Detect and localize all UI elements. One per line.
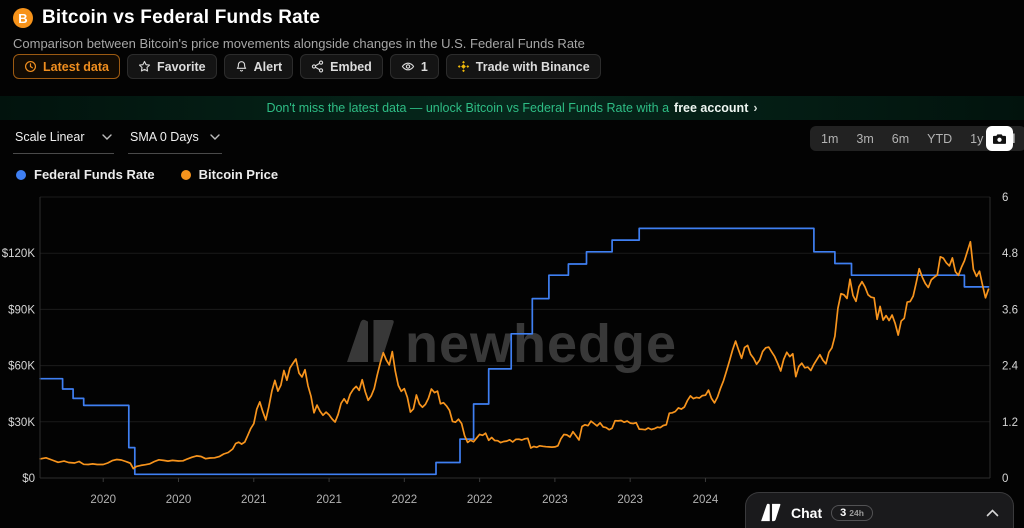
series-bitcoin-price — [39, 240, 990, 470]
x-axis-label: 2023 — [617, 494, 643, 506]
alert-button[interactable]: Alert — [223, 54, 294, 79]
y-axis-label-right: 4.8 — [1002, 248, 1018, 260]
sma-select-label: SMA 0 Days — [130, 130, 199, 144]
latest-data-label: Latest data — [43, 59, 109, 74]
embed-button[interactable]: Embed — [300, 54, 383, 79]
page-header: B Bitcoin vs Federal Funds Rate — [13, 7, 320, 29]
x-axis-label: 2022 — [392, 494, 418, 506]
camera-icon — [993, 134, 1006, 144]
chevron-up-icon[interactable] — [986, 508, 999, 517]
y-axis-label-left: $0 — [22, 473, 35, 485]
trade-label: Trade with Binance — [475, 59, 590, 74]
chevron-right-icon: › — [753, 101, 758, 115]
legend-label: Federal Funds Rate — [34, 167, 155, 182]
latest-data-button[interactable]: Latest data — [13, 54, 120, 79]
chart-axes: $120K $90K $60K $30K $0 6 4.8 3.6 2.4 1.2 0 2020 202… — [2, 192, 1019, 506]
signup-banner[interactable]: Don't miss the latest data — unlock Bitc… — [0, 96, 1024, 120]
star-icon — [138, 60, 151, 72]
legend-item[interactable]: Bitcoin Price — [180, 167, 279, 182]
x-axis-label: 2020 — [166, 494, 192, 506]
legend-item[interactable]: Federal Funds Rate — [16, 167, 155, 182]
scale-select[interactable]: Scale Linear — [13, 128, 114, 154]
y-axis-label-right: 2.4 — [1002, 361, 1019, 373]
bell-icon — [236, 61, 246, 72]
views-count: 1 — [420, 59, 428, 74]
bitcoin-icon: B — [13, 8, 33, 28]
alert-label: Alert — [253, 59, 283, 74]
chart-series — [39, 227, 990, 476]
history-clock-icon — [24, 60, 37, 73]
chevron-down-icon — [102, 134, 112, 140]
y-axis-label-left: $120K — [2, 248, 36, 260]
chart-legend: Federal Funds Rate Bitcoin Price — [16, 167, 278, 182]
legend-dot — [16, 169, 26, 180]
newhedge-logo-icon — [761, 503, 781, 522]
favorite-label: Favorite — [157, 59, 206, 74]
scale-select-label: Scale Linear — [15, 130, 85, 144]
x-axis-label: 2022 — [467, 494, 493, 506]
y-axis-label-left: $60K — [8, 361, 35, 373]
sma-select[interactable]: SMA 0 Days — [128, 128, 222, 154]
y-axis-label-right: 1.2 — [1002, 417, 1018, 429]
x-axis-label: 2023 — [542, 494, 568, 506]
eye-icon — [401, 62, 415, 71]
y-axis-label-right: 0 — [1002, 473, 1008, 485]
range-button-1m[interactable]: 1m — [812, 128, 847, 150]
trade-with-binance-button[interactable]: Trade with Binance — [445, 54, 601, 79]
embed-label: Embed — [330, 59, 372, 74]
chat-label: Chat — [791, 504, 823, 521]
page-subtitle: Comparison between Bitcoin's price movem… — [13, 36, 585, 51]
chart-gridlines — [40, 196, 990, 423]
views-button[interactable]: 1 — [389, 54, 439, 79]
x-axis-label: 2024 — [693, 494, 719, 506]
free-account-link[interactable]: free account — [674, 101, 749, 115]
banner-text: Don't miss the latest data — unlock Bitc… — [266, 101, 670, 115]
watermark-text: newhedge — [405, 314, 677, 374]
action-buttons: Latest data Favorite Alert Embed — [13, 54, 601, 79]
favorite-button[interactable]: Favorite — [127, 54, 217, 79]
chat-widget[interactable]: Chat 3 24h — [745, 492, 1014, 528]
y-axis-label-right: 3.6 — [1002, 304, 1018, 316]
y-axis-label-left: $30K — [8, 417, 35, 429]
share-icon — [311, 60, 324, 73]
page-title: Bitcoin vs Federal Funds Rate — [42, 7, 321, 28]
price-vs-rate-chart[interactable]: newhedge $120K $90K $60K $30K $0 6 4.8 3.6 2.4 1.… — [0, 190, 1024, 528]
legend-dot — [180, 169, 191, 180]
binance-icon — [457, 60, 469, 73]
range-button-3m[interactable]: 3m — [847, 128, 882, 150]
x-axis-label: 2020 — [90, 494, 116, 506]
series-federal-funds-rate — [39, 227, 990, 476]
legend-label: Bitcoin Price — [198, 167, 279, 182]
range-button-6m[interactable]: 6m — [883, 128, 918, 150]
x-axis-label: 2021 — [316, 494, 342, 506]
chat-window-label: 24h — [849, 507, 864, 518]
x-axis-label: 2021 — [241, 494, 267, 506]
y-axis-label-right: 6 — [1002, 192, 1008, 204]
chat-message-badge: 3 24h — [831, 504, 873, 521]
screenshot-button[interactable] — [986, 126, 1013, 151]
range-button-ytd[interactable]: YTD — [918, 128, 961, 150]
chat-count: 3 — [840, 506, 847, 519]
range-button-1y[interactable]: 1y — [961, 128, 992, 150]
newhedge-watermark: newhedge — [347, 314, 677, 374]
y-axis-label-left: $90K — [8, 304, 35, 316]
chevron-down-icon — [210, 134, 220, 140]
